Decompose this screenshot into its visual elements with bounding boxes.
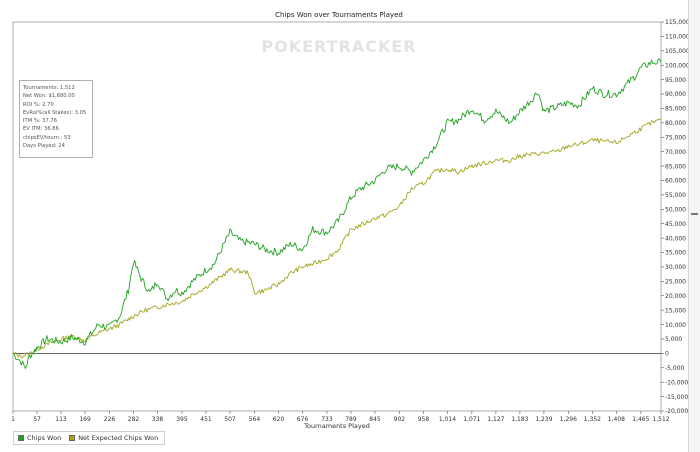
x-tick-label: 676 (297, 416, 309, 423)
x-tick-label: 226 (104, 416, 116, 423)
stat-line: EvRoi%(all Stakes): 3.05 (23, 109, 87, 116)
y-tick-label: 100,000 (665, 62, 690, 69)
x-tick-label: 620 (273, 416, 285, 423)
legend-label-net-expected: Net Expected Chips Won (78, 434, 159, 442)
y-tick-label: 65,000 (665, 163, 686, 170)
x-tick-label: 733 (321, 416, 333, 423)
y-tick-label: 10,000 (665, 322, 686, 329)
stat-line: Days Played: 24 (23, 143, 65, 150)
y-tick-label: 30,000 (665, 264, 686, 271)
y-tick-label: -20,000 (665, 408, 688, 415)
x-tick-label: 57 (33, 416, 41, 423)
y-tick-label: -5,000 (665, 365, 685, 372)
x-tick-label: 1,183 (511, 416, 528, 423)
x-tick-label: 1,239 (535, 416, 552, 423)
x-tick-label: 564 (249, 416, 261, 423)
y-tick-label: 40,000 (665, 235, 686, 242)
y-tick-label: 20,000 (665, 293, 686, 300)
watermark: POKERTRACKER (261, 37, 416, 56)
x-tick-label: 1,408 (608, 416, 625, 423)
y-tick-label: 15,000 (665, 307, 686, 314)
y-tick-label: 35,000 (665, 250, 686, 257)
y-tick-label: -10,000 (665, 379, 688, 386)
legend-swatch-chips-won (18, 435, 24, 441)
stat-line: EV ITM: 36.86 (23, 126, 59, 133)
x-tick-label: 1,352 (584, 416, 601, 423)
y-tick-label: 105,000 (665, 48, 690, 55)
y-tick-label: 85,000 (665, 106, 686, 113)
x-tick-label: 1,127 (487, 416, 504, 423)
y-tick-label: 5,000 (665, 336, 682, 343)
x-tick-label: 1,296 (560, 416, 577, 423)
plot-area (12, 21, 662, 412)
x-tick-label: 113 (55, 416, 67, 423)
y-tick-label: 80,000 (665, 120, 686, 127)
y-tick-label: 50,000 (665, 206, 686, 213)
x-tick-label: 395 (176, 416, 188, 423)
x-tick-label: 507 (224, 416, 236, 423)
x-tick-label: 338 (152, 416, 164, 423)
x-tick-label: 845 (369, 416, 381, 423)
x-tick-label: 1,512 (652, 416, 669, 423)
y-tick-label: 0 (665, 351, 669, 358)
legend-item-chips-won[interactable]: Chips Won (18, 434, 61, 442)
x-axis-label: Tournaments Played (303, 422, 370, 430)
y-tick-label: 60,000 (665, 178, 686, 185)
y-tick-label: 90,000 (665, 91, 686, 98)
x-tick-label: 1,465 (632, 416, 649, 423)
x-tick-label: 1,014 (439, 416, 456, 423)
stats-box: Tournaments: 1,512 Net Won: $1,680.00 ROI … (19, 80, 93, 158)
x-tick-label: 1,071 (463, 416, 480, 423)
y-tick-label: 70,000 (665, 149, 686, 156)
y-tick-label: 45,000 (665, 221, 686, 228)
y-tick-label: 95,000 (665, 77, 686, 84)
x-tick-label: 902 (394, 416, 406, 423)
x-tick-label: 1 (11, 416, 15, 423)
chart-title: Chips Won over Tournaments Played (275, 11, 403, 19)
legend-item-net-expected[interactable]: Net Expected Chips Won (69, 434, 158, 442)
y-tick-label: 25,000 (665, 279, 686, 286)
scrollbar-strip[interactable] (688, 0, 700, 452)
x-tick-label: 451 (200, 416, 212, 423)
stat-line: Tournaments: 1,512 (23, 85, 75, 91)
x-tick-label: 169 (79, 416, 91, 423)
x-tick-label: 958 (418, 416, 430, 423)
y-tick-label: 110,000 (665, 34, 690, 41)
stat-line: chipsEV/tourn.: 53 (23, 134, 71, 141)
legend: Chips Won Net Expected Chips Won (13, 431, 166, 445)
y-tick-label: 115,000 (665, 19, 690, 26)
stat-line: ROI %: 2.70 (23, 101, 54, 108)
legend-swatch-net-expected (69, 435, 76, 441)
y-tick-label: 75,000 (665, 134, 686, 141)
x-tick-label: 282 (128, 416, 140, 423)
series-line-chips-won (12, 58, 662, 369)
series-line-net-expected (12, 118, 662, 359)
stat-line: ITM %: 37.76 (23, 118, 57, 125)
stat-line: Net Won: $1,680.00 (23, 93, 75, 100)
y-tick-label: -15,000 (665, 394, 688, 401)
x-tick-label: 789 (345, 416, 357, 423)
y-tick-label: 55,000 (665, 192, 686, 199)
strip-marker (691, 213, 698, 215)
legend-label-chips-won: Chips Won (27, 434, 62, 442)
